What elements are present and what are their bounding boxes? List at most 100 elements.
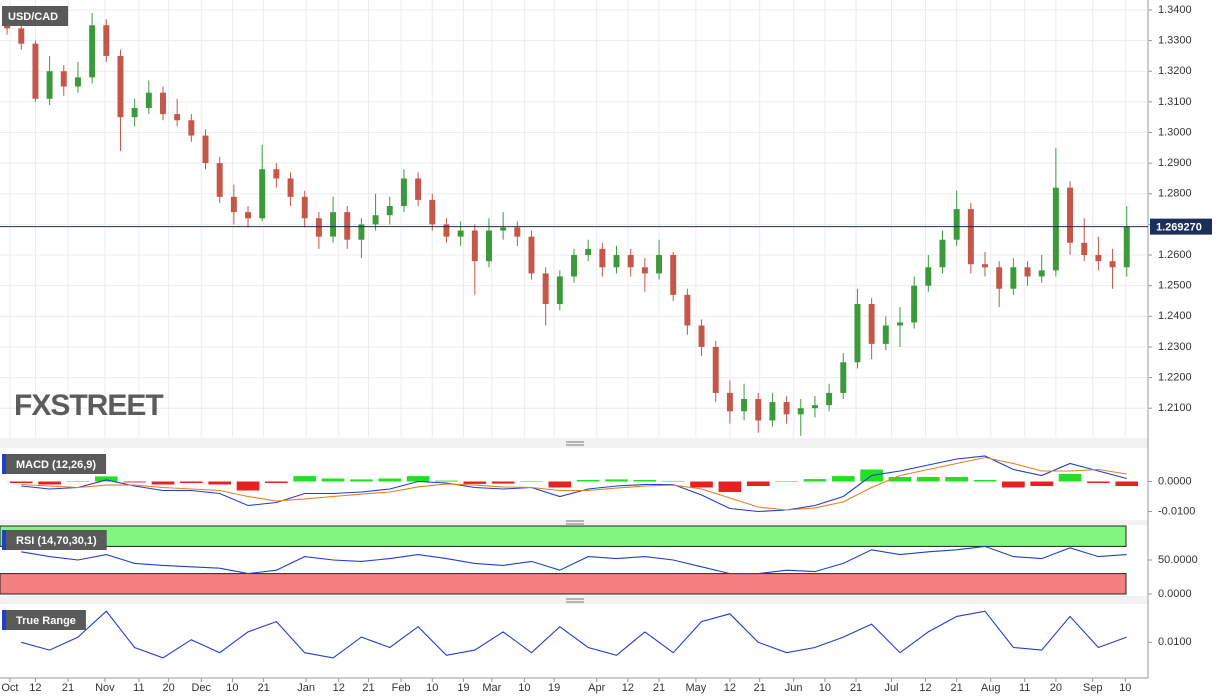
candle-body <box>613 255 620 268</box>
histogram-bar <box>179 481 203 483</box>
y-tick-label: -0.0100 <box>1158 505 1195 517</box>
y-tick-label: 1.2900 <box>1158 157 1192 169</box>
candle-body <box>755 399 762 421</box>
indicator-line <box>21 455 1127 513</box>
x-tick-label: 19 <box>548 682 560 694</box>
x-tick-label: 10 <box>1119 682 1131 694</box>
histogram-bar <box>548 481 572 488</box>
x-tick-label: 20 <box>163 682 175 694</box>
histogram-bar <box>350 479 373 482</box>
candle-body <box>358 224 365 240</box>
candle-body <box>911 285 918 323</box>
candle-body <box>330 212 337 237</box>
candle-body <box>315 218 322 237</box>
x-tick-label: Feb <box>392 682 411 694</box>
histogram-bar <box>1030 481 1054 486</box>
x-tick-label: 10 <box>518 682 530 694</box>
panel-separator <box>0 596 1148 604</box>
histogram-bar <box>265 481 288 483</box>
histogram-bar <box>378 478 402 482</box>
panel-title-marker <box>2 454 6 474</box>
x-tick-label: Jun <box>785 682 803 694</box>
y-tick-label: 1.2300 <box>1158 341 1192 353</box>
candle-body <box>443 224 450 237</box>
histogram-bar <box>746 481 770 486</box>
candle-body <box>46 71 53 99</box>
panel-title: RSI (14,70,30,1) <box>16 535 97 547</box>
candle-body <box>896 322 903 326</box>
histogram-bar <box>916 477 940 482</box>
x-tick-label: 12 <box>919 682 931 694</box>
candle-body <box>174 114 181 121</box>
candle-body <box>273 169 280 179</box>
x-tick-label: Nov <box>95 682 115 694</box>
candle-body <box>514 227 521 237</box>
candle-body <box>230 196 237 213</box>
watermark: FXSTREET <box>14 389 163 422</box>
histogram-bar <box>945 477 969 482</box>
candle-body <box>429 199 436 225</box>
candle-body <box>131 107 138 118</box>
candle-body <box>967 209 974 265</box>
candle-body <box>245 212 252 219</box>
candle-body <box>160 92 166 115</box>
candle-body <box>882 325 889 344</box>
candle-body <box>1038 270 1045 277</box>
candle-body <box>840 362 847 393</box>
histogram-bar <box>661 480 685 482</box>
last-price-box <box>1150 218 1212 235</box>
candle-body <box>641 267 648 274</box>
histogram-bar <box>690 481 713 488</box>
candle-body <box>769 402 776 421</box>
candle-body <box>485 230 492 262</box>
candle-body <box>500 227 507 231</box>
x-tick-label: Sep <box>1083 682 1103 694</box>
panel-title: USD/CAD <box>8 11 58 23</box>
panel-title: True Range <box>16 615 76 627</box>
candle-body <box>996 267 1003 289</box>
candle-body <box>344 212 351 240</box>
y-tick-label: 1.3000 <box>1158 126 1192 138</box>
candle-body <box>60 71 67 87</box>
y-tick-label: 1.2800 <box>1158 188 1192 200</box>
x-tick-label: Apr <box>588 682 605 694</box>
panel-title-marker <box>2 610 6 630</box>
x-tick-label: 10 <box>426 682 438 694</box>
candle-body <box>301 196 308 219</box>
candle-body <box>571 255 577 277</box>
x-tick-label: 21 <box>362 682 374 694</box>
histogram-bar <box>151 481 175 485</box>
histogram-bar <box>208 481 232 485</box>
histogram-bar <box>973 480 997 482</box>
x-tick-label: 21 <box>62 682 74 694</box>
candle-body <box>925 267 932 286</box>
histogram-bar <box>38 481 61 485</box>
candle-body <box>202 135 209 164</box>
y-tick-label: 1.2200 <box>1158 371 1192 383</box>
panel-title-box <box>2 6 69 26</box>
panel-title-box <box>2 530 107 550</box>
candle-body <box>684 294 691 326</box>
candle-body <box>783 402 790 415</box>
x-tick-label: 12 <box>29 682 41 694</box>
histogram-bar <box>1058 474 1082 482</box>
rsi-line <box>21 545 1127 575</box>
y-tick-label: 1.2400 <box>1158 310 1192 322</box>
x-tick-label: 21 <box>257 682 269 694</box>
candle-body <box>32 43 39 99</box>
histogram-bar <box>1087 481 1110 483</box>
candle-body <box>1123 226 1130 268</box>
x-tick-label: 20 <box>1050 682 1062 694</box>
candle-body <box>117 55 124 118</box>
candle-body <box>386 206 393 216</box>
candle-body <box>726 392 733 412</box>
y-tick-label: 0.0100 <box>1158 636 1192 648</box>
candle-body <box>670 255 677 295</box>
candle-body <box>145 92 152 108</box>
x-tick-label: 21 <box>754 682 766 694</box>
x-tick-label: 21 <box>653 682 665 694</box>
y-tick-label: 1.3300 <box>1158 35 1192 47</box>
histogram-bar <box>605 479 628 482</box>
candle-body <box>826 392 833 406</box>
